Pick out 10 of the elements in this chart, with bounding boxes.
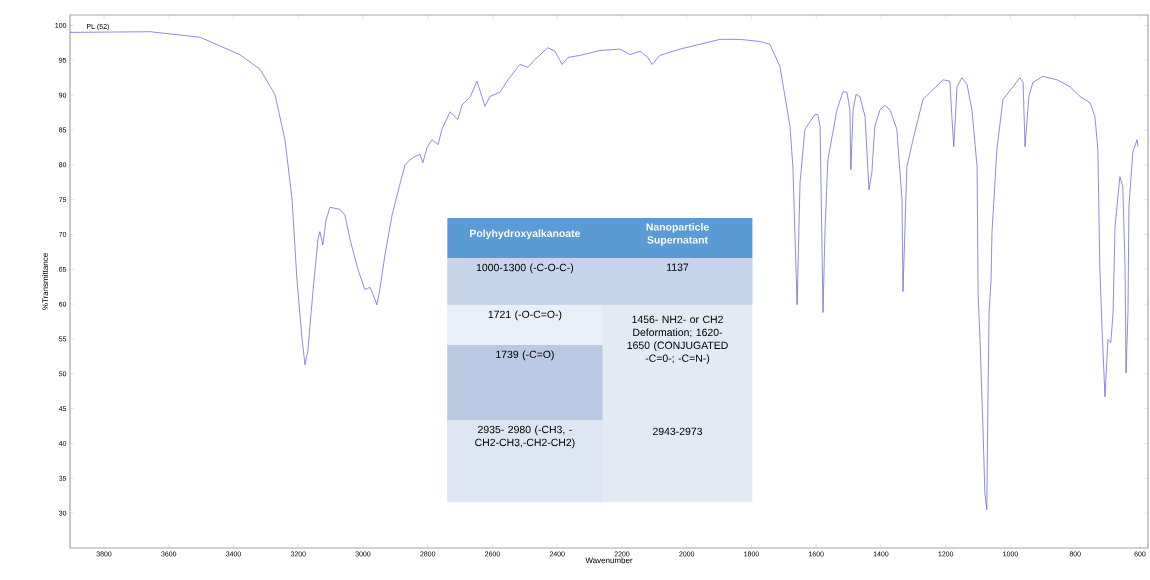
annotation: Nanoparticle Supernatant (646, 222, 709, 246)
annotation: Polyhydroxyalkanoate (470, 229, 581, 240)
annotation: 2943-2973 (653, 427, 703, 436)
annotation: 1137 (667, 263, 689, 271)
annotation: 2935- 2980 (-CH3, -CH2-CH3,-CH2-CH2) (475, 425, 575, 449)
annotation: 1739 (-C=O) (496, 350, 554, 361)
annotation: 1456- NH2- or CH2 Deformation; 1620-1650 (CONJUGATED -C=0-; -C=N-) (627, 315, 728, 365)
line-series (69, 31, 1139, 511)
annotation: 1721 (-O-C=O-) (488, 310, 562, 321)
annotation: 1000-1300 (-C-O-C-) (476, 263, 574, 274)
